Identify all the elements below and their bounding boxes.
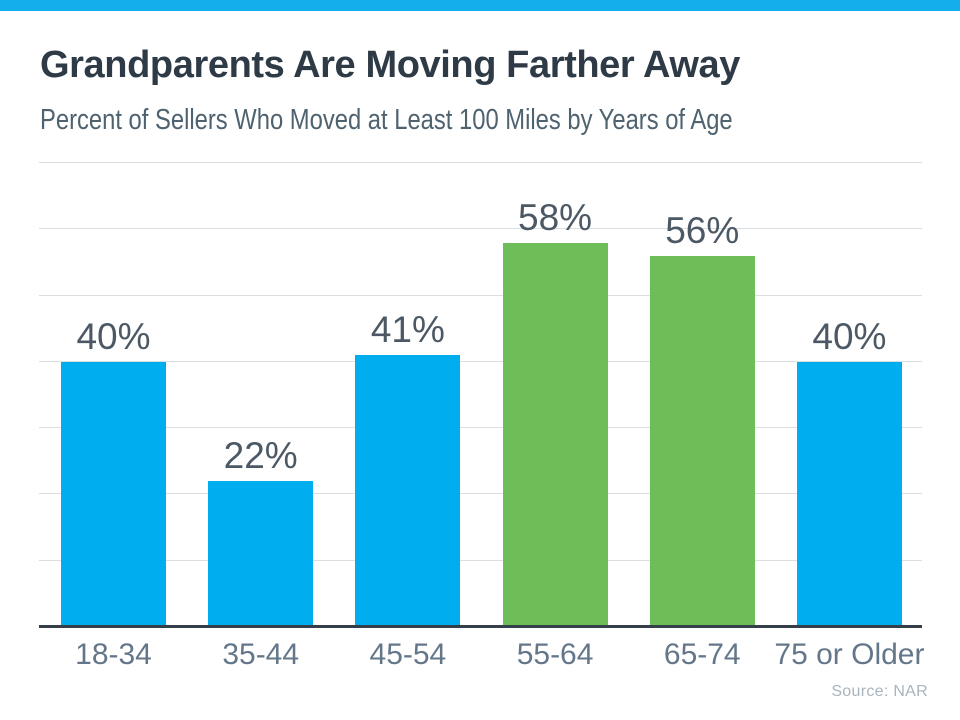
bar-group-18-34: 40% 18-34 <box>61 163 166 670</box>
bars-layer: 40% 18-34 22% 35-44 41% 45-54 58% 55-64 56% 65-74… <box>39 163 924 670</box>
gridline-20-percent <box>39 493 922 495</box>
x-axis-label: 35-44 <box>222 638 300 671</box>
bar <box>355 355 461 627</box>
x-axis-label: 18-34 <box>75 638 152 671</box>
bar <box>649 255 755 627</box>
gridline-10-percent <box>39 559 922 561</box>
bar <box>61 361 166 627</box>
bar <box>796 361 902 627</box>
bar-group-45-54: 41% 45-54 <box>355 163 461 670</box>
x-axis-label: 55-64 <box>516 638 594 671</box>
x-axis-label: 65-74 <box>663 638 741 671</box>
source-attribution: Source: NAR <box>831 683 928 700</box>
bar <box>502 242 608 627</box>
gridline-50-percent <box>39 294 922 296</box>
bar-group-75-or-older: 40% 75 or Older <box>774 163 924 670</box>
bar-group-65-74: 56% 65-74 <box>649 163 755 670</box>
chart-title: Grandparents Are Moving Farther Away <box>40 44 741 86</box>
x-axis-label: 45-54 <box>369 638 447 671</box>
bar-chart-plot-area: 40% 18-34 22% 35-44 41% 45-54 58% 55-64 56% 65-74… <box>39 162 924 670</box>
gridline-70-percent <box>39 162 922 163</box>
bar-value-label: 22% <box>223 435 298 477</box>
bar-value-label: 41% <box>370 309 445 351</box>
chart-subtitle: Percent of Sellers Who Moved at Least 10… <box>40 104 733 136</box>
bar <box>208 481 314 627</box>
x-axis-label: 75 or Older <box>774 638 925 671</box>
gridline-60-percent <box>39 228 922 230</box>
accent-strip <box>0 0 960 11</box>
bar-group-55-64: 58% 55-64 <box>502 163 608 670</box>
bar-value-label: 40% <box>76 315 151 357</box>
bar-value-label: 58% <box>518 196 593 238</box>
gridline-30-percent <box>39 427 922 429</box>
bar-value-label: 56% <box>665 209 740 251</box>
bar-group-35-44: 22% 35-44 <box>208 163 314 670</box>
gridline-40-percent <box>39 360 922 362</box>
bar-value-label: 40% <box>812 315 887 357</box>
x-axis-baseline <box>39 625 922 628</box>
